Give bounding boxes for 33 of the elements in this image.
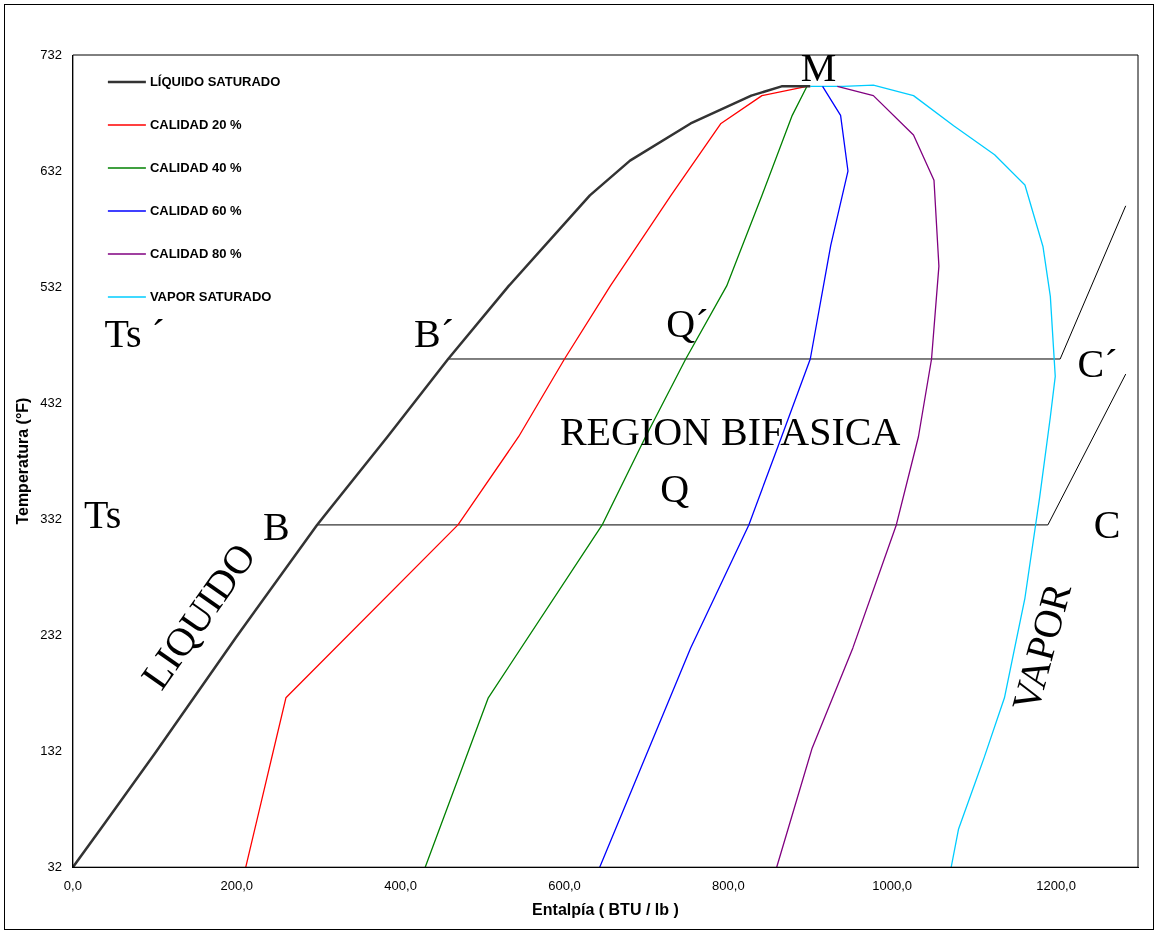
annotation: B bbox=[262, 503, 290, 549]
y-tick-label: 732 bbox=[40, 46, 62, 62]
y-tick-label: 432 bbox=[40, 394, 62, 410]
legend-label: LÍQUIDO SATURADO bbox=[149, 73, 281, 89]
y-axis-title: Temperatura (°F) bbox=[14, 397, 32, 525]
legend-label: CALIDAD 80 % bbox=[149, 245, 243, 261]
legend-label: VAPOR SATURADO bbox=[149, 288, 272, 304]
x-tick-label: 200,0 bbox=[220, 877, 254, 893]
legend-label: CALIDAD 40 % bbox=[149, 159, 243, 175]
legend-label: CALIDAD 60 % bbox=[149, 202, 243, 218]
annotation: VAPOR bbox=[1002, 578, 1081, 716]
annotation: Ts ´ bbox=[104, 311, 165, 357]
y-tick-label: 532 bbox=[40, 278, 62, 294]
x-tick-label: 1200,0 bbox=[1036, 877, 1076, 893]
annotation: M bbox=[800, 44, 837, 90]
x-tick-label: 600,0 bbox=[548, 877, 581, 893]
y-tick-label: 32 bbox=[47, 858, 62, 874]
x-tick-label: 800,0 bbox=[712, 877, 745, 893]
x-axis-title: Entalpía ( BTU / lb ) bbox=[532, 900, 679, 918]
annotation: Q bbox=[660, 466, 690, 512]
y-tick-label: 332 bbox=[40, 510, 62, 526]
annotation: B´ bbox=[413, 311, 454, 357]
x-tick-label: 1000,0 bbox=[872, 877, 913, 893]
y-tick-label: 632 bbox=[40, 162, 62, 178]
legend-label: CALIDAD 20 % bbox=[149, 116, 243, 132]
annotation: C´ bbox=[1077, 341, 1118, 387]
annotation: C bbox=[1093, 502, 1121, 548]
y-tick-label: 132 bbox=[40, 742, 62, 758]
annotation: Ts bbox=[84, 491, 122, 537]
annotation: Q´ bbox=[666, 300, 709, 346]
x-tick-label: 400,0 bbox=[384, 877, 417, 893]
x-tick-label: 0,0 bbox=[63, 877, 82, 893]
y-tick-label: 232 bbox=[40, 626, 62, 642]
